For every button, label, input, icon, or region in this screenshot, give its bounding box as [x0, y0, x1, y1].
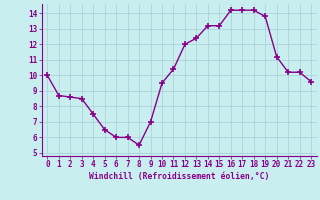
X-axis label: Windchill (Refroidissement éolien,°C): Windchill (Refroidissement éolien,°C)	[89, 172, 269, 181]
